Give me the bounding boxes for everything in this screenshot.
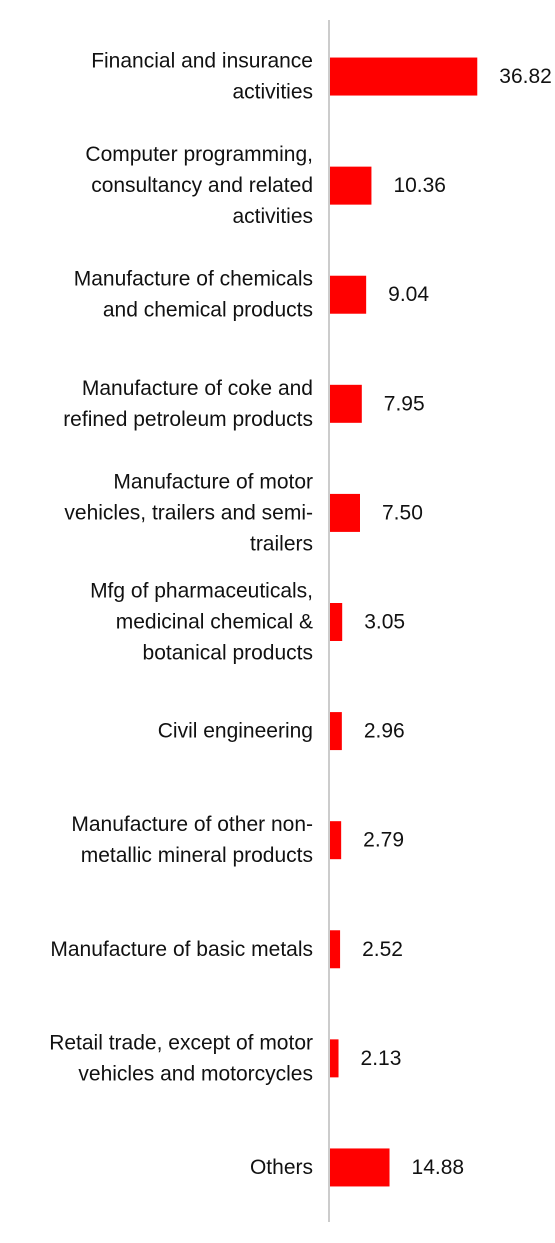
category-label-2-line-0: Manufacture of chemicals [74, 268, 313, 291]
category-label-10-line-0: Others [250, 1156, 313, 1179]
category-labels-group: Financial and insurance activities Compute… [49, 50, 313, 1179]
value-label-3: 7.95 [384, 392, 425, 415]
bar-3 [330, 384, 362, 423]
value-label-6: 2.96 [364, 720, 405, 743]
value-label-7: 2.79 [363, 829, 404, 852]
category-label-1-line-2: activities [232, 205, 313, 228]
value-label-0: 36.82 [499, 65, 552, 88]
category-label-9-line-0: Retail trade, except of motor [49, 1031, 313, 1054]
value-label-5: 3.05 [364, 611, 405, 634]
category-label-1-line-0: Computer programming, [85, 143, 313, 166]
bar-4 [330, 493, 360, 532]
bar-10 [330, 1148, 390, 1187]
category-label-0-line-0: Financial and insurance [91, 50, 313, 73]
bars-group [330, 57, 478, 1187]
category-label-5-line-1: medicinal chemical & [116, 611, 313, 634]
category-label-6-line-0: Civil engineering [158, 720, 313, 743]
category-label-8-line-0: Manufacture of basic metals [50, 938, 313, 961]
category-label-0-line-1: activities [232, 81, 313, 104]
bar-2 [330, 275, 367, 314]
bar-0 [330, 57, 478, 96]
bar-1 [330, 166, 372, 205]
category-label-4-line-1: vehicles, trailers and semi- [64, 501, 313, 524]
bar-6 [330, 712, 342, 751]
value-labels-group: 36.82 10.36 9.04 7.95 7.50 3.05 2.96 2.79 2.52 2.… [361, 65, 552, 1179]
bar-5 [330, 603, 343, 641]
bar-8 [330, 930, 341, 969]
category-label-7-line-0: Manufacture of other non- [71, 813, 313, 836]
category-label-7-line-1: metallic mineral products [81, 844, 313, 867]
value-label-4: 7.50 [382, 501, 423, 524]
category-label-5-line-0: Mfg of pharmaceuticals, [90, 580, 313, 603]
value-label-2: 9.04 [388, 283, 429, 306]
value-label-9: 2.13 [361, 1047, 402, 1070]
bar-9 [330, 1039, 339, 1078]
category-label-4-line-0: Manufacture of motor [113, 470, 313, 493]
category-label-3-line-1: refined petroleum products [63, 408, 313, 431]
category-label-1-line-1: consultancy and related [91, 174, 313, 197]
category-label-9-line-1: vehicles and motorcycles [78, 1062, 313, 1085]
category-label-4-line-2: trailers [250, 532, 313, 555]
category-label-2-line-1: and chemical products [103, 299, 313, 322]
bar-7 [330, 821, 342, 860]
value-label-8: 2.52 [362, 938, 403, 961]
value-label-10: 14.88 [412, 1156, 465, 1179]
category-label-3-line-0: Manufacture of coke and [82, 377, 313, 400]
category-label-5-line-2: botanical products [143, 642, 313, 665]
value-label-1: 10.36 [393, 174, 446, 197]
